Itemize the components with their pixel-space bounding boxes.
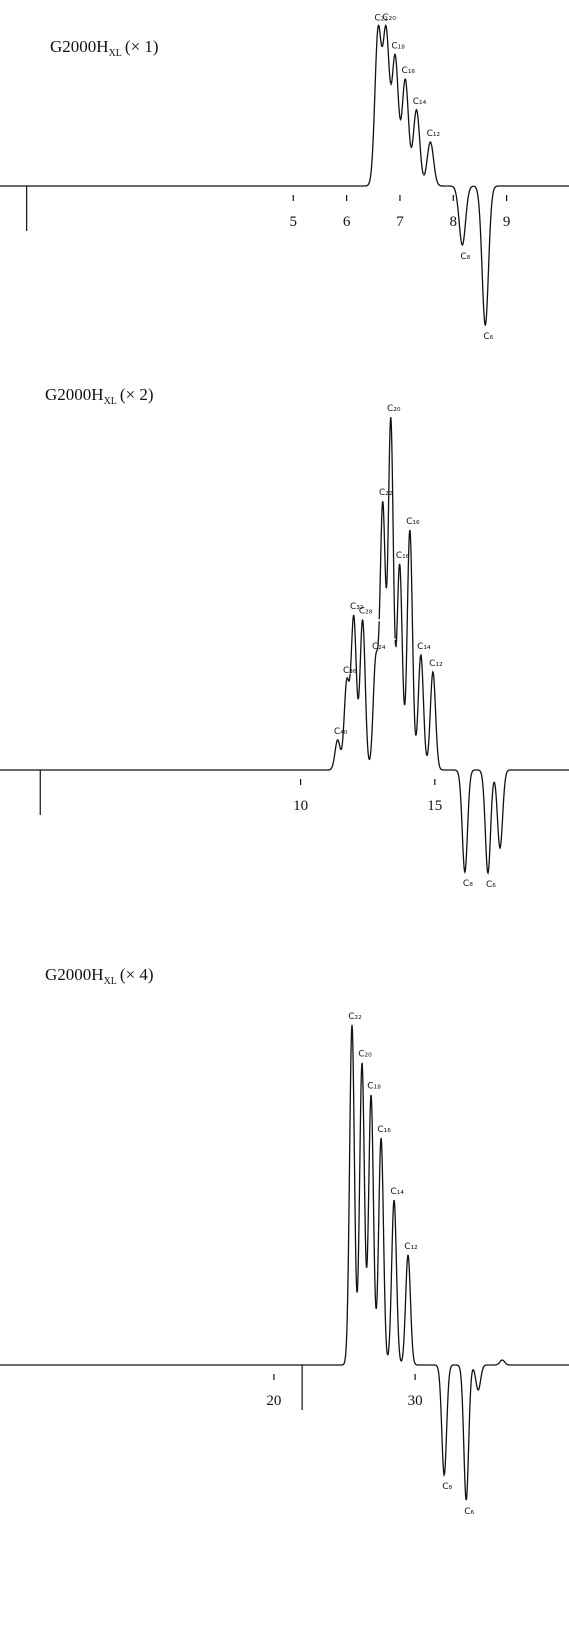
peak-label: C₁₂ [429,659,443,669]
peak [414,653,428,756]
peak [426,670,449,771]
x-tick-label: 8 [450,214,458,230]
peak-label: C₁₈ [367,1082,381,1092]
peak-label: C₂₈ [359,607,373,617]
title-main: G2000H [45,385,104,404]
peak-label: C₂₀ [382,13,396,23]
peak [448,769,477,875]
title-main: G2000H [45,965,104,984]
peak [490,1359,569,1366]
peak-label: C₄₀ [334,727,348,737]
x-tick-label: 5 [290,214,298,230]
panel: G2000HXL (× 4) 20 30 C₂₂ C₂₀ C₁₈ C₁₆ C₁₄ C₁₂ C₈ C₆ [0,965,569,1517]
peak [471,1364,491,1391]
peak-label: C₁₈ [391,42,405,52]
peak [365,1094,377,1309]
peak-label: C₂₄ [372,642,386,652]
peak-label: C₁₄ [390,1187,404,1197]
title-subscript: XL [109,48,122,59]
peak-label: C₁₄ [417,642,431,652]
peak [357,619,370,760]
x-tick-label: 30 [408,1393,423,1409]
peak-label: C₁₈ [396,551,410,561]
peak-label: C₂₂ [379,488,393,498]
peak-label: C₁₄ [413,97,427,107]
peak [394,563,406,706]
peak-label: C₁₂ [427,129,441,139]
peak-label: C₈ [463,879,473,889]
peak [422,141,447,187]
peak-label: C₂₀ [358,1050,372,1060]
peak [404,529,416,733]
peak [390,53,401,120]
title-subscript: XL [104,396,117,407]
peak [476,769,495,875]
peak-label: C₁₂ [404,1242,418,1252]
peak-label: C₂₂ [374,13,388,23]
peak [368,621,380,761]
peak-label: C₂₂ [348,1012,362,1022]
x-tick-label: 6 [343,214,351,230]
x-tick-label: 15 [427,798,442,814]
peak-label: C₁₆ [406,517,420,527]
peak [399,78,412,147]
peak [375,1137,389,1356]
peak [473,185,569,327]
peak [341,673,351,745]
x-tick-label: 7 [396,214,404,230]
peak-label: C₆ [464,1507,474,1517]
peak [349,614,359,700]
peak [410,108,424,175]
peak [400,1254,427,1366]
peak [356,1062,368,1293]
peak [426,1364,456,1478]
peak-label: C₃₂ [350,602,364,612]
peak [387,1199,402,1362]
panel-title: G2000HXL (× 2) [45,385,154,407]
peak [455,1364,473,1501]
peak-label: C₈ [460,252,470,262]
peak-label: C₆ [483,332,493,342]
peak-label: C₁₆ [402,66,416,76]
x-tick-label: 10 [293,798,308,814]
peak [378,501,388,620]
peak [0,24,383,187]
peak [386,417,396,639]
peak-label: C₈ [442,1482,452,1492]
x-tick-label: 9 [503,214,511,230]
peak [446,185,474,246]
peak [493,769,569,850]
title-subscript: XL [104,976,117,987]
x-tick-label: 20 [266,1393,281,1409]
title-suffix: (× 4) [120,965,154,984]
peak [0,739,343,771]
title-main: G2000H [50,37,109,56]
panel-title: G2000HXL (× 4) [45,965,154,987]
peak-label: C₂₀ [387,404,401,414]
title-suffix: (× 1) [125,37,159,56]
peak [0,1024,358,1366]
peak-label: C₁₆ [377,1125,391,1135]
title-suffix: (× 2) [120,385,154,404]
panel: G2000HXL (× 2)10 15C₄₀C₃₆C₃₂C₂₈C₂₄C₂₂C₂₀C₁… [0,385,569,890]
peak-label: C₆ [486,880,496,890]
panel-title: G2000HXL (× 1) [50,37,159,59]
peak [381,24,392,84]
